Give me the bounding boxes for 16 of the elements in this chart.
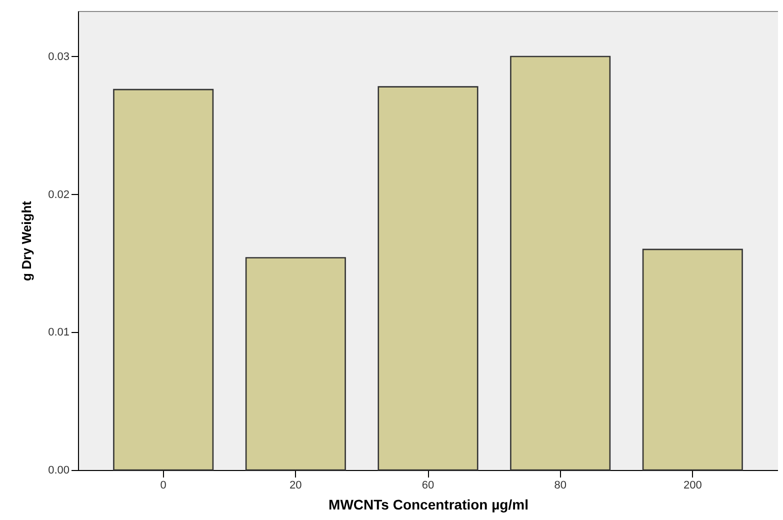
bar: [642, 248, 743, 471]
y-tick-label: 0.03: [48, 50, 70, 63]
bar: [245, 257, 346, 471]
y-tick-label: 0.02: [48, 188, 70, 201]
x-tick-label: 20: [290, 480, 302, 492]
bar: [510, 56, 611, 471]
y-axis-title: g Dry Weight: [19, 200, 34, 281]
y-tick-label: 0.01: [48, 326, 70, 339]
x-axis-title: MWCNTs Concentration µg/ml: [328, 496, 528, 512]
x-tick-label: 60: [422, 480, 434, 492]
x-tick-label: 0: [160, 480, 166, 492]
bar: [378, 86, 478, 471]
x-tick-label: 200: [683, 480, 702, 492]
y-tick-label: 0.00: [48, 464, 70, 476]
bar: [113, 88, 214, 471]
x-tick-label: 80: [554, 480, 566, 492]
